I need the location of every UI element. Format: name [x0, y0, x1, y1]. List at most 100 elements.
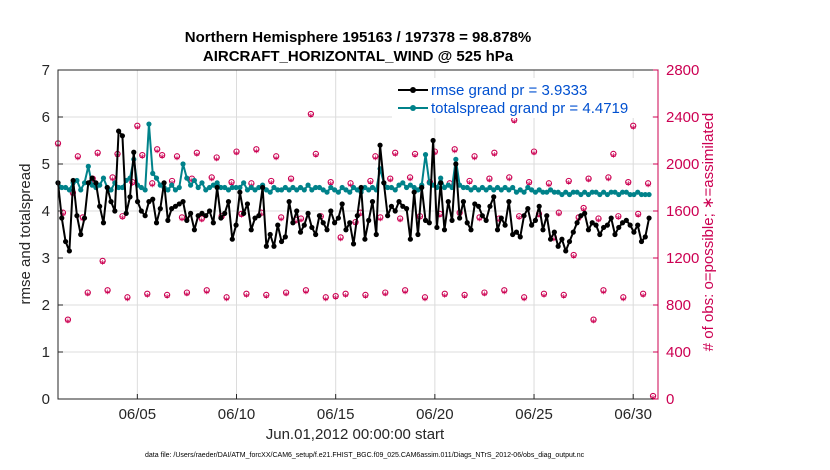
- totalspread-point: [248, 184, 254, 191]
- obs-assimilated-marker: *: [452, 146, 458, 159]
- rmse-point: [468, 227, 474, 233]
- obs-assimilated-marker: *: [442, 291, 448, 304]
- obs-assimilated-marker: *: [199, 216, 205, 229]
- totalspread-point: [218, 184, 224, 191]
- totalspread-point: [468, 187, 474, 193]
- obs-assimilated-marker: *: [645, 180, 651, 193]
- rmse-point: [153, 220, 160, 226]
- obs-assimilated-marker: *: [273, 153, 279, 166]
- totalspread-point: [619, 189, 626, 195]
- y-right-ticks: 0 400 800 1200 1600 2000 2400 2800: [653, 62, 699, 408]
- totalspread-point: [623, 189, 629, 195]
- obs-assimilated-marker: *: [90, 176, 96, 189]
- y-tick-label: 0: [42, 391, 50, 408]
- totalspread-point: [347, 189, 353, 195]
- obs-possible-marker: [243, 290, 250, 297]
- obs-possible-marker: [570, 251, 577, 259]
- totalspread-point: [267, 189, 273, 195]
- totalspread-point: [403, 184, 410, 191]
- obs-possible-marker: [109, 174, 116, 181]
- obs-assimilated-marker: *: [149, 180, 155, 193]
- totalspread-point: [150, 170, 156, 176]
- totalspread-point: [74, 177, 80, 184]
- totalspread-point: [407, 182, 413, 188]
- rmse-point: [282, 234, 288, 240]
- obs-assimilated-marker: *: [110, 174, 116, 187]
- rmse-point: [411, 189, 417, 195]
- obs-assimilated-marker: *: [601, 287, 607, 300]
- rmse-point: [570, 229, 576, 235]
- rmse-point: [513, 229, 520, 235]
- rmse-point: [464, 220, 470, 226]
- rmse-point: [59, 215, 65, 221]
- totalspread-point: [225, 187, 232, 193]
- obs-possible-marker: [441, 290, 448, 297]
- totalspread-point: [574, 189, 580, 195]
- rmse-point: [566, 238, 573, 245]
- obs-possible-marker: [392, 149, 399, 156]
- obs-assimilated-marker: *: [363, 292, 369, 305]
- totalspread-point: [479, 184, 485, 191]
- obs-assimilated-marker: *: [85, 290, 91, 303]
- totalspread-point: [510, 184, 516, 191]
- obs-possible-marker: [277, 214, 285, 221]
- obs-assimilated-marker: *: [164, 292, 170, 305]
- obs-possible-marker: [481, 289, 488, 296]
- totalspread-point: [278, 187, 285, 193]
- rmse-point: [157, 206, 163, 212]
- totalspread-point: [392, 187, 398, 193]
- obs-assimilated-marker: *: [184, 290, 190, 303]
- totalspread-point: [491, 187, 497, 193]
- totalspread-point: [563, 189, 569, 195]
- obs-possible-marker: [610, 150, 617, 158]
- obs-possible-marker: [451, 146, 458, 153]
- obs-assimilated-marker: *: [254, 146, 260, 159]
- totalspread-point: [638, 191, 645, 198]
- rmse-point: [525, 206, 531, 212]
- legend-marker-spread: [410, 105, 416, 111]
- obs-possible-marker: [585, 175, 592, 182]
- obs-assimilated-marker: *: [283, 290, 289, 303]
- obs-possible-marker: [367, 177, 374, 185]
- legend-marker-rmse: [410, 87, 416, 93]
- obs-possible-marker: [620, 294, 627, 301]
- rmse-point: [123, 210, 129, 216]
- rmse-point: [97, 203, 103, 209]
- rmse-point: [350, 241, 357, 247]
- obs-assimilated-marker: *: [392, 150, 398, 163]
- chart-title-line1: Northern Hemisphere 195163 / 197378 = 98…: [185, 29, 531, 46]
- rmse-point: [119, 133, 126, 139]
- totalspread-point: [400, 180, 406, 186]
- obs-possible-marker: [312, 150, 320, 158]
- rmse-point: [400, 203, 406, 209]
- totalspread-point: [176, 184, 182, 191]
- rmse-point: [127, 194, 133, 200]
- rmse-point: [188, 210, 194, 216]
- rmse-point: [66, 248, 72, 254]
- obs-possible-marker: [124, 294, 131, 301]
- obs-assimilated-marker: *: [407, 174, 413, 187]
- totalspread-point: [146, 121, 152, 127]
- totalspread-point: [85, 163, 91, 169]
- rmse-point: [286, 199, 292, 205]
- rmse-point: [623, 217, 629, 223]
- totalspread-point: [601, 189, 607, 195]
- totalspread-point: [81, 180, 88, 186]
- totalspread-point: [502, 184, 508, 191]
- totalspread-point: [286, 187, 292, 193]
- totalspread-point: [108, 187, 114, 193]
- rmse-point: [544, 213, 550, 219]
- obs-assimilated-marker: *: [551, 234, 557, 247]
- rmse-point: [161, 180, 167, 186]
- totalspread-point: [59, 184, 65, 191]
- obs-possible-marker: [466, 177, 473, 185]
- rmse-point: [483, 217, 489, 223]
- rmse-point: [146, 199, 152, 205]
- obs-assimilated-marker: *: [140, 152, 146, 165]
- totalspread-point: [116, 184, 122, 191]
- rmse-point: [100, 220, 107, 226]
- rmse-point: [180, 199, 186, 205]
- rmse-point: [453, 161, 459, 167]
- totalspread-point: [547, 187, 554, 193]
- obs-possible-marker: [144, 290, 151, 297]
